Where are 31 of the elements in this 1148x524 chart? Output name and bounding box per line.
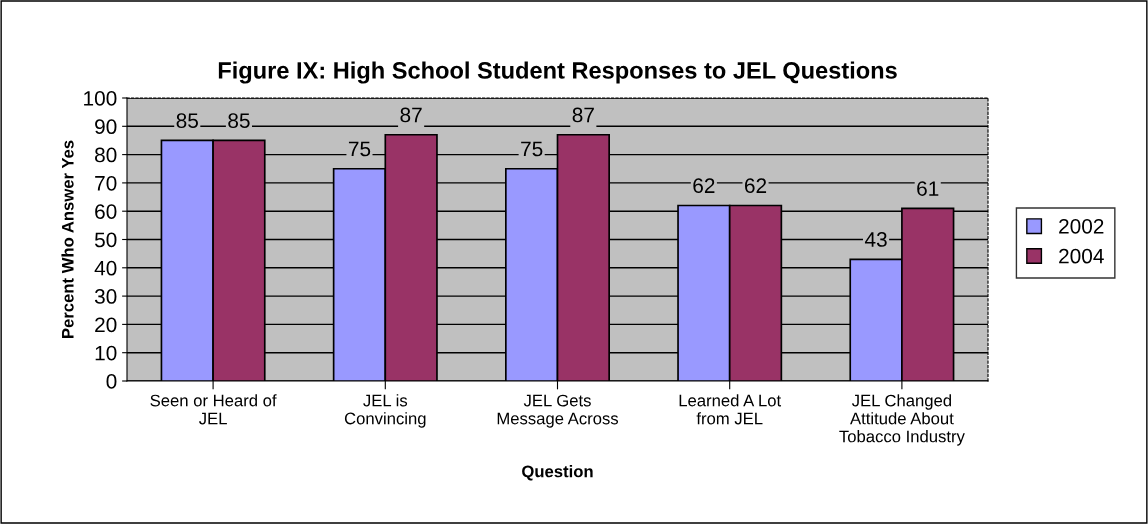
legend-label: 2004 (1059, 248, 1104, 264)
data-label: 43 (864, 232, 887, 247)
y-tick-label: 0 (106, 374, 117, 389)
y-tick-label: 20 (95, 317, 117, 333)
data-label: 75 (521, 141, 543, 157)
y-tick-label: 30 (94, 289, 117, 304)
data-label: 62 (693, 178, 715, 194)
x-tick-label: Seen or Heard of JEL (150, 394, 277, 425)
data-label: 62 (745, 178, 767, 194)
data-label: 87 (572, 107, 594, 123)
data-label: 85 (228, 113, 250, 128)
y-tick-label: 100 (84, 91, 117, 106)
chart-title: Figure IX: High School Student Responses to JEL Questions (218, 61, 897, 84)
y-tick-label: 60 (95, 204, 117, 219)
y-tick-label: 50 (94, 232, 117, 248)
x-tick-label: JEL is Convincing (344, 394, 426, 428)
y-tick-label: 70 (95, 175, 117, 191)
data-label: 87 (400, 107, 422, 123)
y-tick-label: 80 (95, 147, 117, 163)
data-label: 75 (348, 141, 371, 157)
data-label: 61 (917, 181, 939, 196)
y-axis-title: Percent Who Answer Yes (61, 140, 74, 338)
x-tick-label: JEL Gets Message Across (497, 394, 619, 428)
x-axis-title: Question (522, 465, 593, 481)
legend-label: 2002 (1059, 218, 1104, 234)
y-tick-label: 40 (94, 260, 117, 276)
y-tick-label: 10 (95, 345, 117, 361)
data-label: 85 (176, 113, 198, 128)
y-tick-label: 90 (95, 119, 117, 135)
x-tick-label: JEL Changed Attitude About Tobacco Industry (839, 394, 965, 446)
x-tick-label: Learned A Lot from JEL (679, 394, 782, 425)
